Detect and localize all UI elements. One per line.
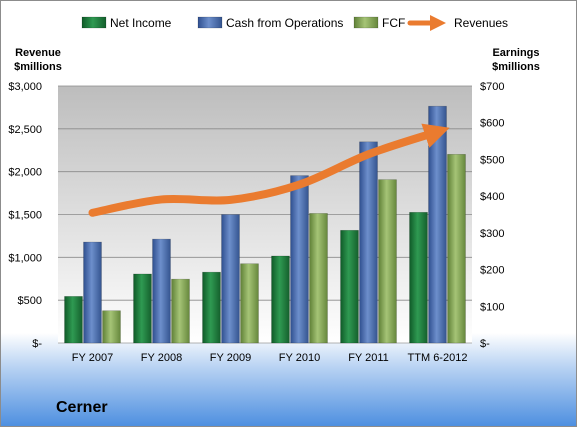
right-axis-ticks: $- $100 $200 $300 $400 $500 $600 $700 [480, 81, 504, 350]
revenue-line [88, 123, 450, 217]
bar-fcf [171, 278, 190, 344]
legend-swatch-fcf [353, 16, 379, 29]
legend-label-revenues: Revenues [454, 16, 508, 30]
legend-label-net-income: Net Income [110, 16, 172, 30]
legend: Net Income Cash from Operations FCF Revenue… [81, 14, 508, 32]
bar-fcf [309, 213, 328, 344]
bar-fcf [240, 263, 259, 344]
bar-net-income [340, 229, 359, 344]
x-tick-label: FY 2010 [279, 352, 320, 364]
bar-cash-from-operations [359, 141, 378, 344]
bar-net-income [64, 296, 83, 344]
x-tick-label: FY 2008 [141, 352, 182, 364]
left-tick-label: $- [32, 338, 42, 350]
bar-cash-from-operations [83, 241, 102, 344]
right-tick-label: $600 [480, 118, 504, 130]
right-tick-label: $100 [480, 301, 504, 313]
company-name: Cerner [56, 399, 108, 416]
bar-cash-from-operations [428, 105, 447, 344]
bar-net-income [271, 255, 290, 344]
bar-net-income [202, 271, 221, 344]
x-tick-label: TTM 6-2012 [408, 352, 468, 364]
right-tick-label: $500 [480, 154, 504, 166]
right-axis-title-line2: $millions [492, 61, 540, 73]
legend-label-fcf: FCF [382, 16, 405, 30]
bar-cash-from-operations [221, 214, 240, 344]
revenue-line-group [88, 123, 450, 217]
right-tick-label: $700 [480, 81, 504, 93]
left-tick-label: $2,500 [8, 124, 42, 136]
left-tick-label: $1,500 [8, 210, 42, 222]
left-axis-ticks: $- $500 $1,000 $1,500 $2,000 $2,500 $3,000 [8, 81, 42, 350]
bar-net-income [133, 273, 152, 344]
right-tick-label: $300 [480, 228, 504, 240]
left-tick-label: $1,000 [8, 252, 42, 264]
bars-group [64, 105, 466, 344]
left-axis-title-line1: Revenue [15, 47, 61, 59]
gridlines [58, 85, 472, 344]
legend-swatch-net-income [81, 16, 107, 29]
left-axis-title-line2: $millions [14, 61, 62, 73]
x-tick-label: FY 2011 [348, 352, 389, 364]
bar-fcf [102, 310, 121, 344]
bar-cash-from-operations [290, 175, 309, 344]
x-axis-ticks: FY 2007 FY 2008 FY 2009 FY 2010 FY 2011 TTM 6… [72, 352, 468, 364]
right-axis-title-line1: Earnings [492, 47, 539, 59]
bar-fcf [378, 179, 397, 344]
legend-swatch-cash-from-operations [197, 16, 223, 29]
bar-cash-from-operations [152, 238, 171, 344]
x-tick-label: FY 2007 [72, 352, 113, 364]
legend-label-cash-from-operations: Cash from Operations [226, 16, 343, 30]
bar-net-income [409, 211, 428, 344]
right-tick-label: $200 [480, 265, 504, 277]
x-tick-label: FY 2009 [210, 352, 251, 364]
right-tick-label: $- [480, 338, 490, 350]
left-tick-label: $500 [18, 295, 42, 307]
right-tick-label: $400 [480, 191, 504, 203]
bar-fcf [447, 153, 466, 344]
left-tick-label: $3,000 [8, 81, 42, 93]
left-tick-label: $2,000 [8, 167, 42, 179]
